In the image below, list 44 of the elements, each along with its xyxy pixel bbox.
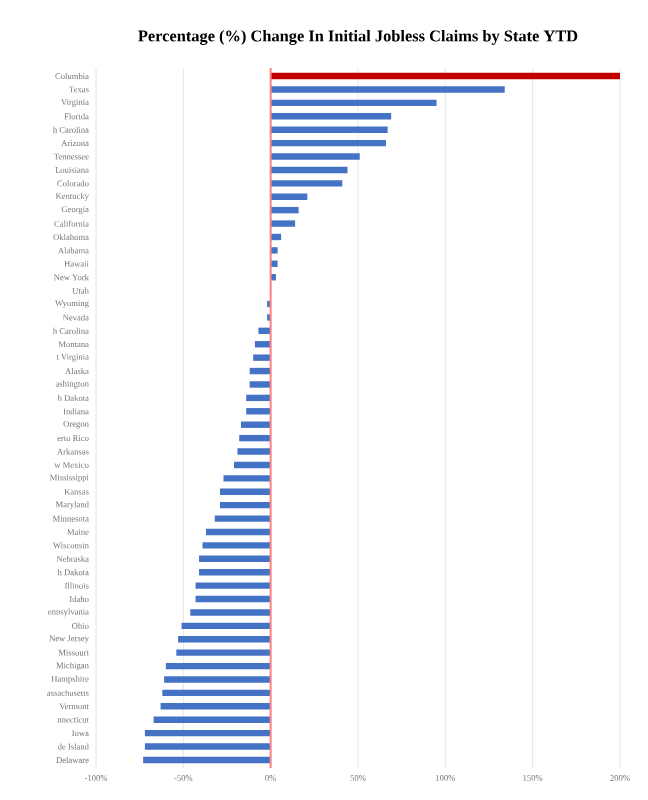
bar [206, 528, 271, 536]
bar [270, 206, 299, 214]
bar [153, 716, 271, 723]
bar [270, 166, 348, 174]
bar [160, 703, 271, 710]
bar [270, 180, 343, 187]
bar [176, 649, 271, 656]
bar [144, 729, 271, 737]
bar [253, 354, 271, 361]
bar [237, 448, 271, 455]
bar [220, 488, 271, 495]
bar [199, 569, 271, 576]
bar [214, 515, 271, 522]
bar [143, 756, 271, 764]
bar [162, 689, 271, 697]
bar [249, 367, 271, 375]
bar [165, 662, 271, 670]
bar [181, 622, 271, 630]
bar [195, 595, 271, 603]
bar [239, 434, 271, 442]
bar [270, 99, 437, 107]
bar [220, 501, 271, 509]
bar [246, 408, 271, 415]
bar [246, 394, 271, 402]
bar [202, 542, 271, 549]
bar [178, 636, 271, 643]
bar [270, 72, 620, 80]
bar [258, 327, 271, 335]
bar [249, 381, 271, 388]
bar [233, 461, 271, 469]
bar [270, 113, 392, 120]
bar [164, 676, 271, 683]
bar [270, 139, 386, 147]
bar [270, 220, 296, 227]
bar [240, 421, 271, 428]
bar [270, 86, 505, 93]
bar [190, 609, 271, 616]
bar [144, 743, 271, 750]
chart-title: Percentage (%) Change In Initial Jobless Claims by State YTD [138, 29, 578, 45]
bar [223, 475, 271, 482]
bar [270, 153, 360, 160]
bar [199, 555, 271, 562]
bar [270, 126, 388, 133]
bar [195, 582, 271, 589]
